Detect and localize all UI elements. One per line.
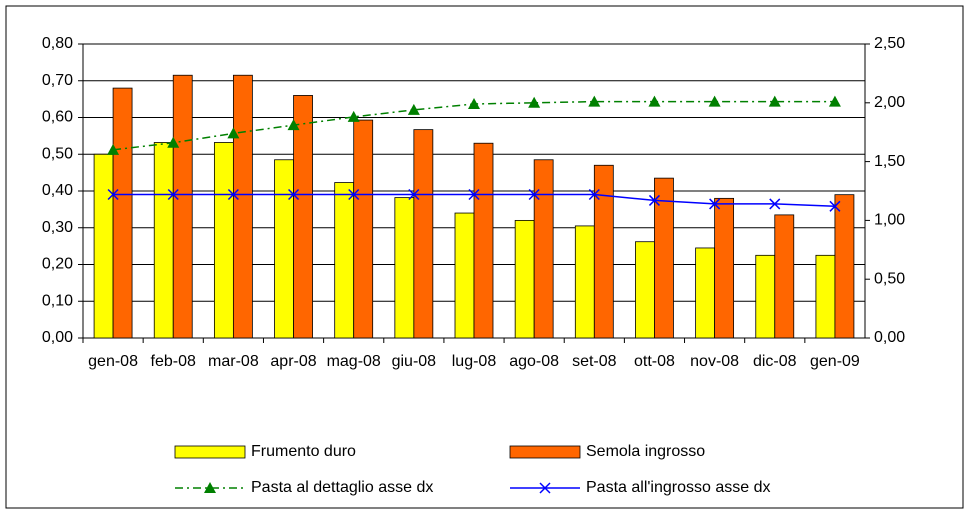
bar [213,142,234,339]
line-marker [708,95,721,107]
line-marker [588,188,600,201]
bar [93,153,114,339]
y2-tick-label: 0,00 [874,329,905,346]
bar [334,182,355,339]
x-tick-label: nov-08 [690,353,739,370]
bar [172,74,193,339]
bar [714,197,735,339]
x-tick-label: ott-08 [634,353,675,370]
line-marker [288,188,300,201]
line-marker [709,198,721,210]
line-marker [407,103,420,115]
line-marker [347,110,360,122]
line-marker [408,188,420,201]
x-tick-label: lug-08 [452,353,497,370]
line-marker [769,198,781,210]
line-marker [227,127,240,139]
bar [815,254,836,339]
x-tick-label: apr-08 [270,353,316,370]
y-tick-label: 0,00 [42,329,73,346]
line-marker [828,95,841,107]
bar [394,197,415,339]
bar [834,194,855,339]
y-tick-label: 0,80 [42,35,73,52]
bar [293,95,313,339]
line-marker [107,188,119,201]
line-marker [468,188,480,201]
line-marker [588,95,601,107]
x-tick-label: gen-09 [810,353,860,370]
legend-swatch [174,445,246,459]
x-tick-label: set-08 [572,353,617,370]
line-marker [167,136,180,148]
bar [695,247,716,339]
bar [353,119,374,339]
bar [473,142,494,339]
bar [454,212,475,339]
line-marker [107,143,120,155]
legend-label: Pasta al dettaglio asse dx [251,479,433,496]
bar [774,214,795,339]
legend-label: Frumento duro [251,443,356,460]
line-marker [528,96,541,108]
line-marker [287,119,300,131]
legend-swatch [509,445,581,459]
bar [514,219,535,339]
bar [635,241,655,339]
x-tick-label: feb-08 [151,353,196,370]
y-tick-label: 0,70 [42,72,73,89]
line-marker [167,188,179,201]
bar [112,87,133,339]
y-tick-label: 0,60 [42,109,73,126]
y-tick-label: 0,30 [42,219,73,236]
bar [755,254,776,339]
bar [274,159,294,339]
bar [413,129,434,339]
x-tick-label: ago-08 [509,353,559,370]
y2-tick-label: 2,50 [874,35,905,52]
y2-tick-label: 1,50 [874,153,905,170]
y-tick-label: 0,50 [42,145,73,162]
y-tick-label: 0,40 [42,182,73,199]
line-marker [768,95,781,107]
line-marker [468,97,480,109]
legend-label: Pasta all'ingrosso asse dx [586,479,770,496]
line-marker [648,194,660,206]
legend-label: Semola ingrosso [586,443,705,460]
bar [533,159,554,339]
line-marker [528,188,540,201]
x-tick-label: gen-08 [88,353,138,370]
bar [153,142,174,339]
y-tick-label: 0,20 [42,256,73,273]
legend-marker [204,482,216,493]
line-marker [648,95,661,107]
x-tick-label: mar-08 [208,353,259,370]
x-tick-label: dic-08 [753,353,797,370]
line-marker [829,200,841,212]
x-tick-label: giu-08 [392,353,437,370]
line-marker [227,188,239,201]
bar [574,225,595,339]
y-tick-label: 0,10 [42,292,73,309]
bar [232,74,253,339]
y2-tick-label: 1,00 [874,212,905,229]
bar [654,177,674,339]
y2-tick-label: 0,50 [874,270,905,287]
legend-marker [539,482,551,494]
line-marker [348,188,360,201]
y2-tick-label: 2,00 [874,94,905,111]
x-tick-label: mag-08 [327,353,381,370]
bar [593,164,614,339]
